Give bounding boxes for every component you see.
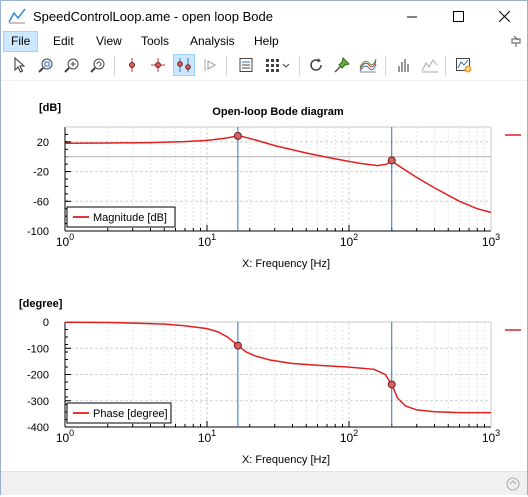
legend-label: Phase [degree]: [93, 408, 168, 420]
x-tick-label: 102: [340, 232, 358, 249]
minimize-button[interactable]: [389, 1, 435, 31]
data-marker: [233, 131, 242, 140]
play-step-icon: [204, 59, 217, 71]
refresh-icon: [310, 58, 322, 71]
legend-box: [66, 402, 172, 424]
legend-label: Magnitude [dB]: [93, 212, 167, 224]
chart-title: Open-loop Bode diagram: [212, 106, 344, 118]
toolbar-separator: [445, 56, 446, 76]
menu-bar: File Edit View Tools Analysis Help: [1, 31, 527, 52]
status-refresh-icon: [505, 476, 521, 492]
series-line: [64, 321, 491, 414]
y-tick-label: -60: [33, 196, 49, 208]
x-tick-label: 103: [482, 232, 500, 249]
zoom-reset-button[interactable]: [87, 54, 109, 76]
zoom-reset-icon: [90, 58, 105, 73]
paired-markers-icon: [177, 58, 191, 72]
x-axis-label: X: Frequency [Hz]: [242, 258, 330, 270]
y-tick-label: -100: [27, 343, 49, 355]
x-tick-label: 100: [56, 428, 74, 445]
y-tick-label: -200: [27, 370, 49, 382]
zoom-button[interactable]: [35, 54, 57, 76]
toolbar-separator: [114, 56, 115, 76]
toolbar: [1, 52, 527, 81]
add-plot-icon: [456, 58, 472, 73]
histogram-button[interactable]: [393, 54, 415, 76]
pin-icon: [334, 57, 350, 73]
fit-curve-button[interactable]: [419, 54, 441, 76]
marker-icon: [129, 58, 135, 72]
y-tick-label: -400: [27, 422, 49, 434]
menu-tools[interactable]: Tools: [141, 34, 170, 48]
pin-icon[interactable]: [509, 34, 523, 48]
marker-button[interactable]: [121, 54, 143, 76]
bode-plots-svg[interactable]: Open-loop Bode diagram [dB] 100 101 102 103 20…: [1, 81, 527, 471]
data-marker: [387, 380, 396, 389]
minimize-icon: [406, 16, 417, 17]
play-step-button[interactable]: [199, 54, 221, 76]
grid-menu-button[interactable]: [263, 54, 295, 76]
select-pointer-button[interactable]: [9, 54, 31, 76]
toolbar-separator: [226, 56, 227, 76]
series-line: [64, 135, 492, 214]
refresh-button[interactable]: [305, 54, 327, 76]
data-marker: [233, 341, 242, 350]
y-tick-label: 20: [37, 137, 49, 149]
table-view-icon: [239, 58, 253, 72]
app-logo-icon: [7, 7, 27, 25]
close-button[interactable]: [481, 1, 527, 31]
menu-edit[interactable]: Edit: [53, 34, 74, 48]
menu-help[interactable]: Help: [254, 34, 279, 48]
plot-area: Open-loop Bode diagram [dB] 100 101 102 103 20…: [1, 81, 527, 471]
pin-curve-button[interactable]: [331, 54, 353, 76]
x-tick-label: 103: [482, 428, 500, 445]
y-axis-label: [degree]: [19, 298, 63, 310]
zoom-icon: [38, 58, 53, 73]
toolbar-separator: [385, 56, 386, 76]
histogram-icon: [398, 59, 409, 72]
title-bar: SpeedControlLoop.ame - open loop Bode: [1, 1, 527, 31]
grid-menu-icon: [266, 59, 290, 72]
crosshair-button[interactable]: [147, 54, 169, 76]
legend-box: [66, 206, 176, 228]
y-tick-label: 0: [43, 317, 49, 329]
x-axis-label: X: Frequency [Hz]: [242, 454, 330, 466]
zoom-out-button[interactable]: [61, 54, 83, 76]
x-tick-label: 101: [198, 232, 216, 249]
y-tick-label: -20: [33, 167, 49, 179]
close-icon: [498, 10, 510, 22]
status-bar: [1, 471, 527, 495]
y-axis-label: [dB]: [39, 102, 61, 114]
menu-view[interactable]: View: [96, 34, 122, 48]
table-view-button[interactable]: [235, 54, 257, 76]
fit-curve-icon: [421, 59, 438, 73]
x-tick-label: 100: [56, 232, 74, 249]
menu-file[interactable]: File: [3, 31, 39, 52]
maximize-icon: [452, 10, 464, 22]
zoom-out-icon: [64, 58, 79, 73]
paired-markers-button[interactable]: [173, 54, 195, 76]
curves-icon: [359, 58, 377, 73]
toolbar-separator: [299, 56, 300, 76]
y-tick-label: -100: [27, 226, 49, 238]
y-tick-label: -300: [27, 396, 49, 408]
window-title: SpeedControlLoop.ame - open loop Bode: [33, 9, 273, 24]
data-marker: [387, 156, 396, 165]
x-tick-label: 101: [198, 428, 216, 445]
crosshair-icon: [151, 58, 165, 72]
x-tick-label: 102: [340, 428, 358, 445]
maximize-button[interactable]: [435, 1, 481, 31]
menu-analysis[interactable]: Analysis: [190, 34, 235, 48]
select-pointer-icon: [14, 57, 26, 73]
add-plot-button[interactable]: [453, 54, 475, 76]
curves-button[interactable]: [357, 54, 379, 76]
